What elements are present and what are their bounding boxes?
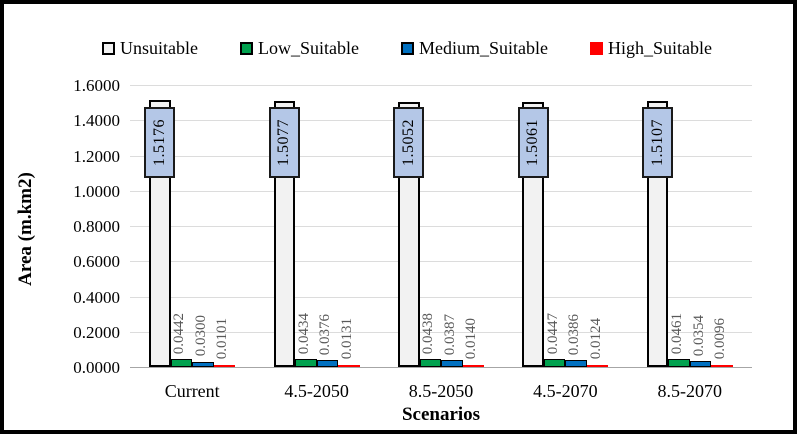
data-label: 0.0434 <box>295 313 312 355</box>
data-label: 0.0131 <box>338 318 355 360</box>
y-tick-label: 1.4000 <box>73 111 120 131</box>
legend-label: High_Suitable <box>608 38 712 58</box>
data-label: 0.0101 <box>214 318 231 360</box>
bar-high_suitable <box>213 364 236 367</box>
data-label-callout: 1.5176 <box>144 107 176 178</box>
legend-item-low_suitable: Low_Suitable <box>240 38 359 59</box>
legend-swatch-icon <box>590 42 603 55</box>
data-label: 0.0447 <box>544 312 561 355</box>
bar-medium_suitable <box>192 361 214 367</box>
data-label: 0.0387 <box>441 313 458 356</box>
data-label: 0.0386 <box>566 313 583 356</box>
y-axis-title: Area (m.km2) <box>15 172 36 286</box>
legend: Unsuitable Low_Suitable Medium_Suitable Hig… <box>102 38 712 59</box>
data-label: 0.0442 <box>171 312 188 355</box>
y-tick-label: 0.2000 <box>73 322 120 342</box>
gridline <box>130 226 752 227</box>
data-label: 0.0376 <box>317 314 334 356</box>
data-label-callout: 1.5052 <box>393 107 425 178</box>
data-label-callout: 1.5107 <box>642 107 674 178</box>
x-axis-title: Scenarios <box>401 404 481 425</box>
bar-low_suitable <box>668 358 690 367</box>
bar-low_suitable <box>170 359 193 367</box>
data-label-value: 1.5107 <box>648 119 666 166</box>
bar-medium_suitable <box>565 360 587 367</box>
bar-low_suitable <box>543 359 566 367</box>
data-label-callout: 1.5077 <box>268 107 300 178</box>
data-label-value: 1.5052 <box>399 119 417 166</box>
x-category-label: 4.5-2070 <box>533 381 598 401</box>
data-label-callout: 1.5061 <box>517 107 549 178</box>
data-label: 0.0438 <box>420 313 437 355</box>
y-tick-label: 0.4000 <box>73 287 120 307</box>
x-category-label: 4.5-2050 <box>284 381 349 401</box>
gridline <box>130 190 752 192</box>
y-tick-label: 0.8000 <box>73 217 120 236</box>
x-axis-line <box>130 367 752 368</box>
data-label: 0.0300 <box>192 315 209 357</box>
gridline <box>130 331 752 333</box>
data-label-value: 1.5061 <box>524 119 542 166</box>
data-label: 0.0461 <box>669 312 686 354</box>
y-tick-label: 0.6000 <box>73 252 120 272</box>
legend-swatch-icon <box>401 42 414 55</box>
gridline <box>130 296 752 298</box>
legend-item-high_suitable: High_Suitable <box>590 38 712 59</box>
bar-high_suitable <box>338 364 360 367</box>
y-tick-label: 1.2000 <box>73 146 120 166</box>
x-category-label: Current <box>164 381 220 401</box>
data-label: 0.0096 <box>712 318 729 360</box>
bar-high_suitable <box>462 364 484 367</box>
legend-label: Unsuitable <box>120 38 198 58</box>
data-label: 0.0124 <box>587 318 604 360</box>
legend-swatch-icon <box>102 42 115 55</box>
bar-high_suitable <box>711 364 733 367</box>
gridline <box>130 85 752 86</box>
data-label-value: 1.5077 <box>275 119 293 166</box>
legend-swatch-icon <box>240 42 253 55</box>
gridline <box>130 155 752 157</box>
bar-medium_suitable <box>316 360 339 367</box>
x-category-label: 8.5-2070 <box>657 381 723 401</box>
gridline <box>130 120 752 122</box>
legend-label: Medium_Suitable <box>419 38 548 58</box>
legend-item-medium_suitable: Medium_Suitable <box>401 38 548 59</box>
gridline <box>130 261 752 263</box>
legend-label: Low_Suitable <box>258 38 359 58</box>
data-label: 0.0140 <box>463 318 480 360</box>
bar-low_suitable <box>295 359 317 367</box>
legend-item-unsuitable: Unsuitable <box>102 38 198 59</box>
bar-high_suitable <box>586 364 609 367</box>
bar-medium_suitable <box>689 360 712 367</box>
data-label: 0.0354 <box>690 314 707 356</box>
data-label-value: 1.5176 <box>150 119 168 166</box>
y-tick-label: 0.0000 <box>73 358 120 377</box>
bar-medium_suitable <box>441 360 463 367</box>
y-tick-label: 1.0000 <box>73 181 120 201</box>
bar-low_suitable <box>419 359 441 367</box>
x-category-label: 8.5-2050 <box>408 381 474 401</box>
y-tick-label: 1.6000 <box>73 76 120 95</box>
